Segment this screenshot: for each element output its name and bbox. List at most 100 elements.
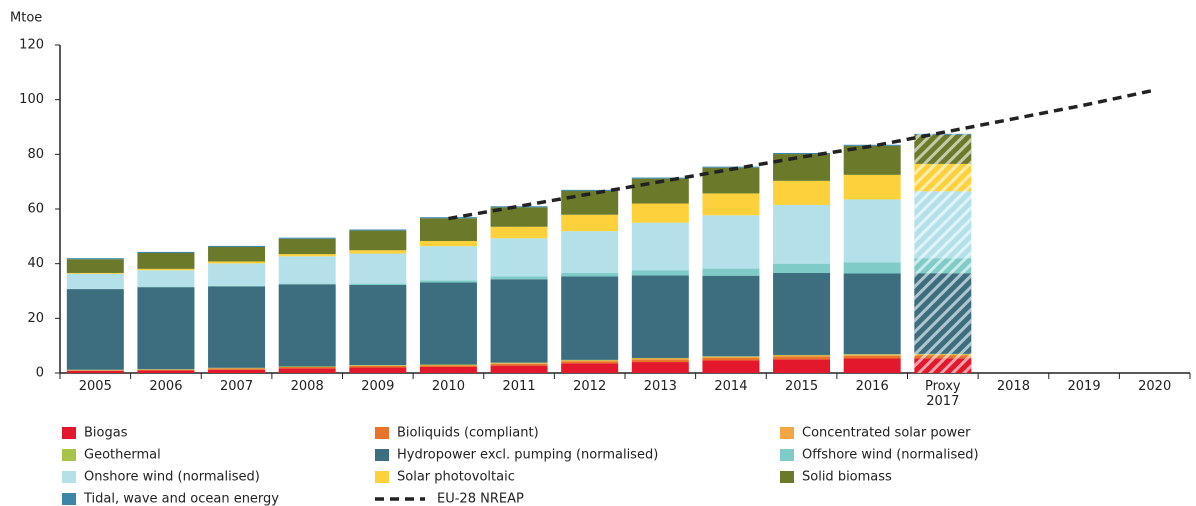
bar-segment [349, 365, 407, 368]
hatch-overlay [914, 358, 972, 373]
bar-segment [278, 256, 336, 284]
legend-label: Biogas [84, 426, 128, 441]
bar-segment [490, 362, 548, 364]
bar-segment [490, 276, 548, 280]
bar-segment [561, 359, 619, 361]
hatch-overlay [914, 163, 972, 192]
bar-segment [137, 369, 195, 370]
bar-segment [843, 354, 901, 355]
bar-segment [490, 365, 548, 373]
bar-segment [349, 283, 407, 285]
legend-label: Concentrated solar power [802, 426, 971, 441]
bar-segment [66, 259, 124, 273]
y-tick-label: 80 [27, 147, 44, 162]
bar-segment [561, 231, 619, 273]
bar-segment [561, 276, 619, 360]
bar-segment [66, 272, 124, 274]
bar-segment [66, 369, 124, 371]
legend-swatch [375, 471, 389, 483]
y-tick-label: 40 [27, 256, 44, 271]
hatch-overlay [914, 355, 972, 359]
bar-segment [137, 287, 195, 370]
bar-segment [561, 363, 619, 373]
bar-segment [66, 258, 124, 260]
bar-segment [137, 251, 195, 254]
x-tick-label: 2013 [643, 379, 677, 394]
bar-segment [66, 370, 124, 371]
bar-segment [773, 355, 831, 357]
bar-segment [561, 360, 619, 362]
bar-segment [843, 174, 901, 200]
hatch-overlay [914, 273, 972, 354]
legend-swatch [375, 427, 389, 439]
x-tick-label: 2018 [996, 379, 1030, 394]
bar-segment [419, 366, 477, 373]
bar-segment [631, 222, 689, 271]
bar-segment [631, 357, 689, 359]
legend-swatch [62, 449, 76, 461]
hatch-overlay [914, 354, 972, 356]
bar-segment [349, 367, 407, 373]
bar-segment [208, 286, 266, 368]
bar-segment [843, 355, 901, 359]
legend-label: Solar photovoltaic [397, 470, 515, 485]
legend-swatch [375, 449, 389, 461]
x-tick-label: 2007 [220, 379, 254, 394]
bar-segment [631, 275, 689, 358]
bar-segment [843, 358, 901, 373]
legend-swatch [780, 427, 794, 439]
bar-segment [561, 214, 619, 232]
x-tick-label: 2016 [855, 379, 889, 394]
bar-segment [702, 193, 760, 216]
bar-segment [137, 270, 195, 287]
bar-segment [419, 364, 477, 366]
bar-segment [349, 284, 407, 366]
bar-segment [561, 189, 619, 191]
bar-segment [702, 356, 760, 357]
x-tick-label: 2009 [361, 379, 395, 394]
bar-segment [137, 253, 195, 269]
legend-label: Onshore wind (normalised) [84, 470, 260, 485]
y-axis-label: Mtoe [10, 11, 42, 26]
bar-segment [278, 238, 336, 255]
legend-swatch [780, 449, 794, 461]
hatch-overlay [914, 191, 972, 259]
legend-label: Tidal, wave and ocean energy [83, 492, 279, 506]
hatch-overlay [914, 258, 972, 274]
bar-segment [773, 354, 831, 356]
bar-segment [208, 246, 266, 262]
x-tick-label: 2019 [1067, 379, 1101, 394]
bar-segment [66, 289, 124, 370]
y-tick-label: 20 [27, 311, 44, 326]
bar-segment [773, 154, 831, 181]
bar-segment [66, 370, 124, 373]
bar-segment [490, 226, 548, 239]
bar-segment [137, 369, 195, 371]
bar-segment [419, 218, 477, 241]
x-tick-label: 2006 [149, 379, 183, 394]
x-tick-label: 2011 [502, 379, 536, 394]
bar-segment [208, 367, 266, 369]
legend-swatch [780, 471, 794, 483]
bar-segment [490, 363, 548, 366]
bar-segment [419, 365, 477, 367]
bar-segment [702, 166, 760, 168]
bar-segment [66, 273, 124, 289]
bar-segment [208, 369, 266, 373]
bar-segment [278, 284, 336, 367]
bar-segment [773, 359, 831, 373]
bar-segment [631, 270, 689, 276]
bar-segment [278, 366, 336, 369]
bar-segment [631, 203, 689, 223]
x-tick-label: 2014 [714, 379, 748, 394]
legend-label: Solid biomass [802, 470, 892, 485]
bar-segment [631, 362, 689, 373]
bar-segment [702, 268, 760, 276]
bar-segment [702, 360, 760, 373]
bar-segment [843, 262, 901, 274]
bar-segment [773, 263, 831, 273]
bar-segment [843, 199, 901, 263]
x-tick-label: 2005 [78, 379, 112, 394]
